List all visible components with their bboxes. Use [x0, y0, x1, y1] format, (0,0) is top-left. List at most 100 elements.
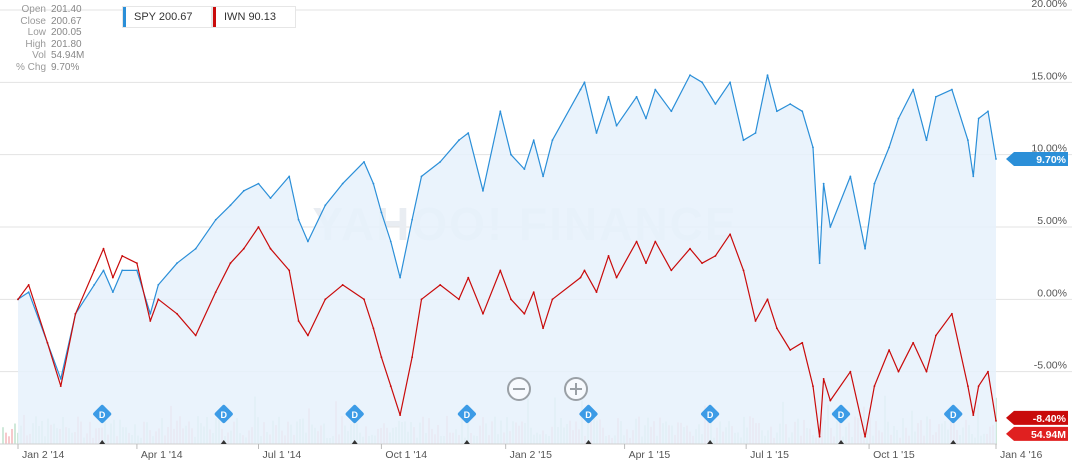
series-point-iwn [176, 312, 178, 315]
series-point-iwn [873, 385, 876, 388]
series-point-spy [121, 269, 124, 272]
y-tick-label: 5.00% [1037, 215, 1067, 227]
series-point-spy [307, 240, 309, 243]
series-point-spy [888, 146, 891, 149]
series-point-iwn [987, 370, 989, 373]
series-point-spy [27, 291, 30, 293]
series-point-iwn [542, 327, 544, 330]
series-point-spy [420, 175, 423, 178]
series-point-iwn [102, 247, 105, 250]
series-point-spy [288, 175, 291, 178]
series-point-iwn [482, 312, 484, 315]
series-point-iwn [812, 385, 814, 388]
series-point-spy [873, 182, 876, 185]
legend-item-iwn[interactable]: IWN 90.13 [212, 6, 296, 28]
event-tick-icon [585, 440, 592, 444]
ohlc-value: 201.80 [51, 38, 82, 50]
series-point-iwn [977, 385, 980, 388]
series-point-spy [635, 95, 638, 98]
event-marker[interactable]: D [92, 404, 112, 444]
volume-bar [5, 432, 7, 444]
event-marker[interactable]: D [943, 404, 963, 444]
event-marker-label: D [585, 410, 592, 420]
series-point-spy [482, 189, 484, 192]
event-marker-label: D [464, 410, 471, 420]
series-point-iwn [111, 276, 114, 279]
y-tick-label: 0.00% [1037, 287, 1067, 299]
volume-last-value-flag-shape [1006, 426, 1068, 441]
series-point-iwn [269, 247, 272, 250]
ohlc-label: High [25, 38, 46, 50]
series-point-spy [214, 218, 217, 221]
event-marker[interactable]: D [579, 404, 599, 444]
event-marker-shape [457, 404, 476, 424]
legend-swatch-iwn [213, 7, 216, 27]
series-point-iwn [925, 370, 928, 373]
series-point-iwn [59, 385, 62, 388]
spy-last-value-flag-shape [1006, 152, 1068, 167]
series-point-spy [925, 139, 928, 142]
series-point-spy [864, 247, 866, 250]
event-marker[interactable]: D [345, 404, 365, 444]
series-point-spy [829, 226, 832, 228]
x-tick-label: Jan 4 '16 [1000, 449, 1042, 461]
event-marker[interactable]: D [214, 404, 234, 444]
series-point-spy [583, 81, 586, 84]
series-point-iwn [229, 262, 232, 265]
series-point-iwn [194, 334, 197, 337]
series-point-iwn [380, 356, 383, 359]
event-marker[interactable]: D [457, 404, 477, 444]
series-point-spy [579, 88, 582, 91]
series-point-iwn [951, 312, 953, 315]
series-point-spy [532, 139, 535, 142]
series-point-spy [551, 139, 554, 142]
spy-last-value-flag-label: 9.70% [1036, 154, 1066, 166]
event-marker-shape [579, 404, 598, 424]
series-point-iwn [888, 349, 891, 351]
legend-swatch-spy [123, 7, 126, 27]
event-tick-icon [950, 440, 957, 444]
zoom-out-button[interactable] [507, 377, 531, 401]
series-point-iwn [149, 320, 152, 322]
x-tick-label: Jul 1 '15 [750, 449, 789, 461]
legend-label-iwn: IWN 90.13 [224, 11, 276, 23]
legend-item-spy[interactable]: SPY 200.67 [122, 6, 212, 28]
series-point-iwn [510, 298, 512, 301]
series-point-iwn [829, 399, 832, 402]
event-marker-label: D [838, 410, 845, 420]
series-point-iwn [420, 298, 423, 301]
series-point-spy [742, 139, 745, 142]
series-point-spy [766, 74, 769, 76]
x-tick-label: Oct 1 '14 [385, 449, 427, 461]
event-tick-icon [707, 440, 714, 444]
series-point-spy [912, 88, 915, 91]
volume-bar [8, 436, 10, 444]
legend-label-spy: SPY 200.67 [134, 11, 193, 23]
series-point-iwn [864, 435, 866, 438]
series-point-spy [269, 197, 272, 199]
series-point-spy [467, 132, 470, 134]
zoom-in-button[interactable] [564, 377, 588, 401]
series-point-spy [972, 175, 975, 178]
series-point-spy [257, 182, 260, 185]
event-marker[interactable]: D [831, 404, 851, 444]
series-point-iwn [93, 269, 96, 272]
series-point-spy [102, 269, 105, 272]
event-tick-icon [220, 440, 227, 444]
series-point-spy [849, 175, 852, 178]
series-point-spy [977, 117, 980, 120]
iwn-last-value-flag: -8.40% [1006, 410, 1068, 425]
series-point-iwn [551, 298, 554, 301]
series-point-iwn [324, 298, 327, 301]
series-point-spy [111, 291, 114, 293]
series-point-spy [157, 283, 160, 286]
series-point-iwn [372, 327, 375, 330]
volume-last-value-flag: 54.94M [1006, 426, 1068, 441]
ohlc-row-chg: % Chg 9.70% [0, 62, 92, 74]
series-point-spy [363, 161, 365, 163]
series-point-spy [818, 262, 821, 265]
volume-bar [11, 428, 13, 444]
series-point-iwn [523, 312, 526, 315]
event-marker[interactable]: D [700, 404, 720, 444]
